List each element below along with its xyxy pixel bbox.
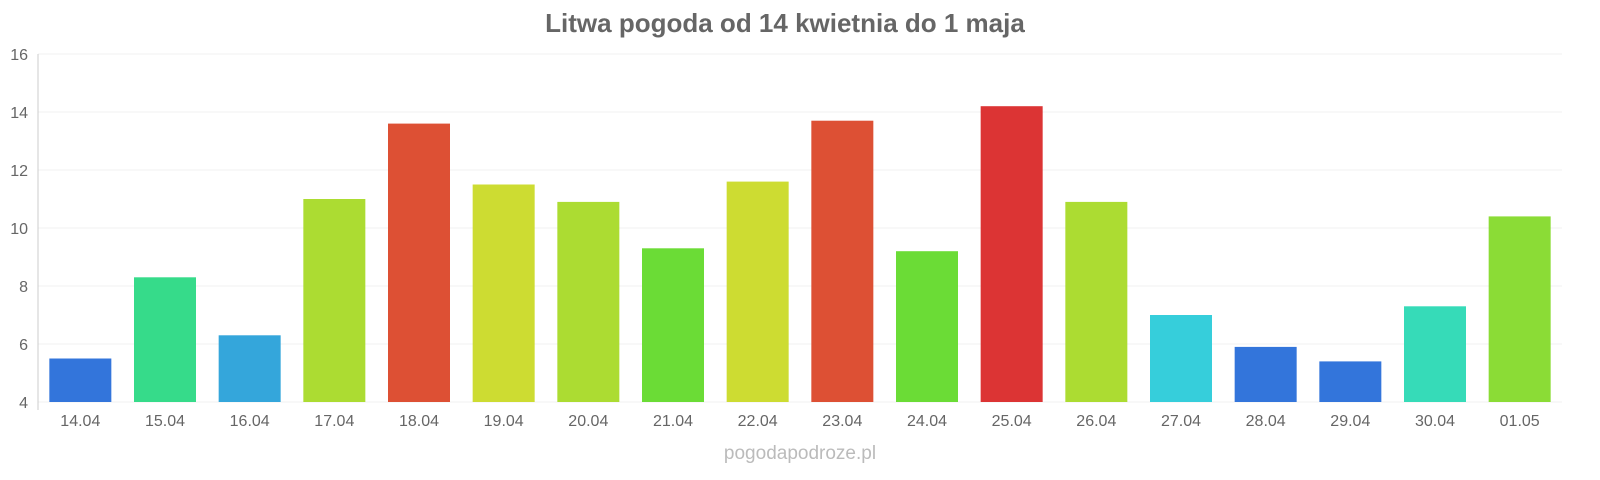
x-tick-label: 24.04 xyxy=(907,413,947,430)
x-tick-label: 20.04 xyxy=(568,413,608,430)
x-tick-label: 14.04 xyxy=(60,413,100,430)
x-tick-label: 22.04 xyxy=(738,413,778,430)
y-tick-label: 12 xyxy=(10,163,28,180)
chart-title: Litwa pogoda od 14 kwietnia do 1 maja xyxy=(545,8,1025,38)
bar-22.04[interactable] xyxy=(726,181,789,402)
y-tick-label: 8 xyxy=(19,279,28,296)
bar-24.04[interactable] xyxy=(896,251,958,402)
bar-15.04[interactable] xyxy=(134,277,196,402)
bar-16.04[interactable] xyxy=(218,335,281,402)
bar-28.04[interactable] xyxy=(1234,346,1297,402)
y-tick-label: 16 xyxy=(10,47,28,64)
bar-29.04[interactable] xyxy=(1319,361,1382,402)
credit-watermark: pogodapodroze.pl xyxy=(724,443,876,464)
bar-14.04[interactable] xyxy=(49,358,112,403)
x-tick-label: 18.04 xyxy=(399,413,439,430)
x-tick-label: 30.04 xyxy=(1415,413,1455,430)
x-tick-label: 15.04 xyxy=(145,413,185,430)
x-tick-label: 27.04 xyxy=(1161,413,1201,430)
x-tick-label: 17.04 xyxy=(314,413,354,430)
y-tick-label: 10 xyxy=(10,221,28,238)
bar-23.04[interactable] xyxy=(811,120,874,402)
x-tick-label: 16.04 xyxy=(230,413,270,430)
bar-19.04[interactable] xyxy=(472,184,535,403)
x-tick-label: 25.04 xyxy=(992,413,1032,430)
bar-17.04[interactable] xyxy=(303,199,366,402)
y-tick-label: 14 xyxy=(10,105,28,122)
bar-01.05[interactable] xyxy=(1488,216,1551,402)
x-tick-label: 23.04 xyxy=(822,413,862,430)
x-tick-label: 01.05 xyxy=(1500,413,1540,430)
x-tick-label: 26.04 xyxy=(1076,413,1116,430)
bar-26.04[interactable] xyxy=(1065,201,1128,402)
bar-18.04[interactable] xyxy=(388,123,450,402)
bar-25.04[interactable] xyxy=(980,106,1043,402)
y-tick-label: 4 xyxy=(19,395,28,412)
x-tick-label: 29.04 xyxy=(1330,413,1370,430)
bar-20.04[interactable] xyxy=(557,201,620,402)
y-tick-label: 6 xyxy=(19,337,28,354)
x-tick-label: 19.04 xyxy=(484,413,524,430)
x-tick-label: 28.04 xyxy=(1246,413,1286,430)
bar-21.04[interactable] xyxy=(642,248,704,402)
bar-30.04[interactable] xyxy=(1404,306,1466,402)
x-tick-label: 21.04 xyxy=(653,413,693,430)
bar-27.04[interactable] xyxy=(1150,315,1212,402)
